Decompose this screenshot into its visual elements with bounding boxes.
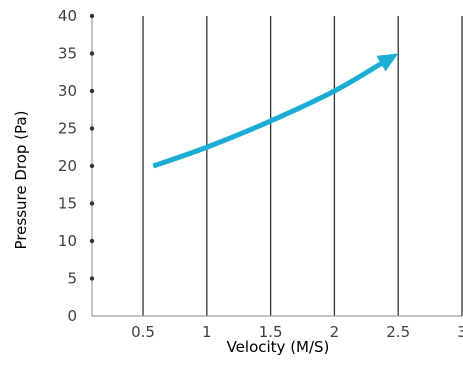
y-tick-mark [89, 13, 95, 19]
y-tick-mark [89, 51, 95, 56]
x-tick-label: 2 [330, 323, 340, 341]
y-tick-label: 10 [58, 232, 77, 250]
series-line [152, 59, 386, 169]
series-arrow-head [376, 53, 399, 72]
y-tick-mark [89, 88, 95, 94]
y-tick-mark [89, 276, 95, 281]
y-tick-mark [89, 163, 95, 169]
y-tick-mark [89, 126, 95, 131]
y-tick-mark [89, 238, 95, 244]
y-tick-label: 40 [58, 7, 77, 25]
x-axis-title: Velocity (M/S) [227, 338, 330, 356]
y-axis-title: Pressure Drop (Pa) [12, 111, 30, 250]
axes [89, 13, 462, 317]
x-tick-labels: 0.5 1 1.5 2 2.5 3 [131, 323, 463, 341]
y-tick-label: 5 [67, 270, 77, 288]
x-tick-label: 1 [202, 323, 212, 341]
x-tick-label: 3 [457, 323, 463, 341]
x-tick-label: 0.5 [131, 323, 155, 341]
grid-lines [142, 16, 463, 316]
y-tick-mark [89, 201, 95, 206]
y-tick-labels: 0 5 10 15 20 25 30 35 40 [58, 7, 77, 325]
y-tick-label: 35 [58, 45, 77, 63]
y-tick-label: 30 [58, 82, 77, 100]
y-tick-label: 0 [67, 307, 77, 325]
y-tick-label: 15 [58, 195, 77, 213]
y-tick-label: 20 [58, 157, 77, 175]
x-tick-label: 1.5 [259, 323, 283, 341]
series-layer [152, 53, 399, 169]
x-tick-label: 2.5 [386, 323, 410, 341]
y-tick-label: 25 [58, 120, 77, 138]
